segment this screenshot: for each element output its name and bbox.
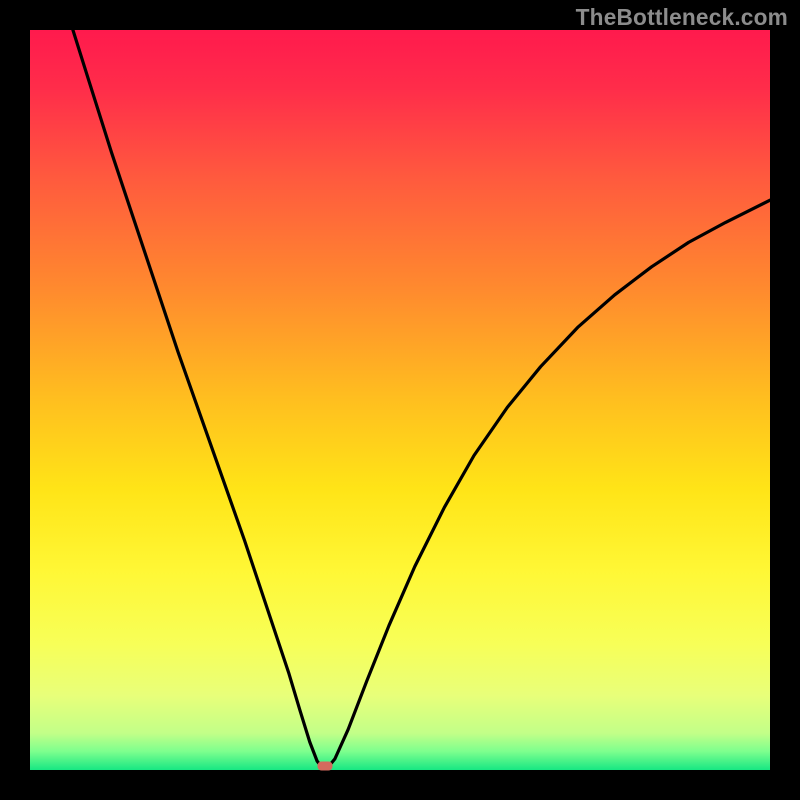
minimum-marker bbox=[317, 761, 332, 770]
chart-frame: TheBottleneck.com bbox=[0, 0, 800, 800]
bottleneck-curve bbox=[30, 30, 770, 770]
curve-path bbox=[73, 30, 770, 768]
plot-area bbox=[30, 30, 770, 770]
watermark-text: TheBottleneck.com bbox=[576, 4, 788, 31]
